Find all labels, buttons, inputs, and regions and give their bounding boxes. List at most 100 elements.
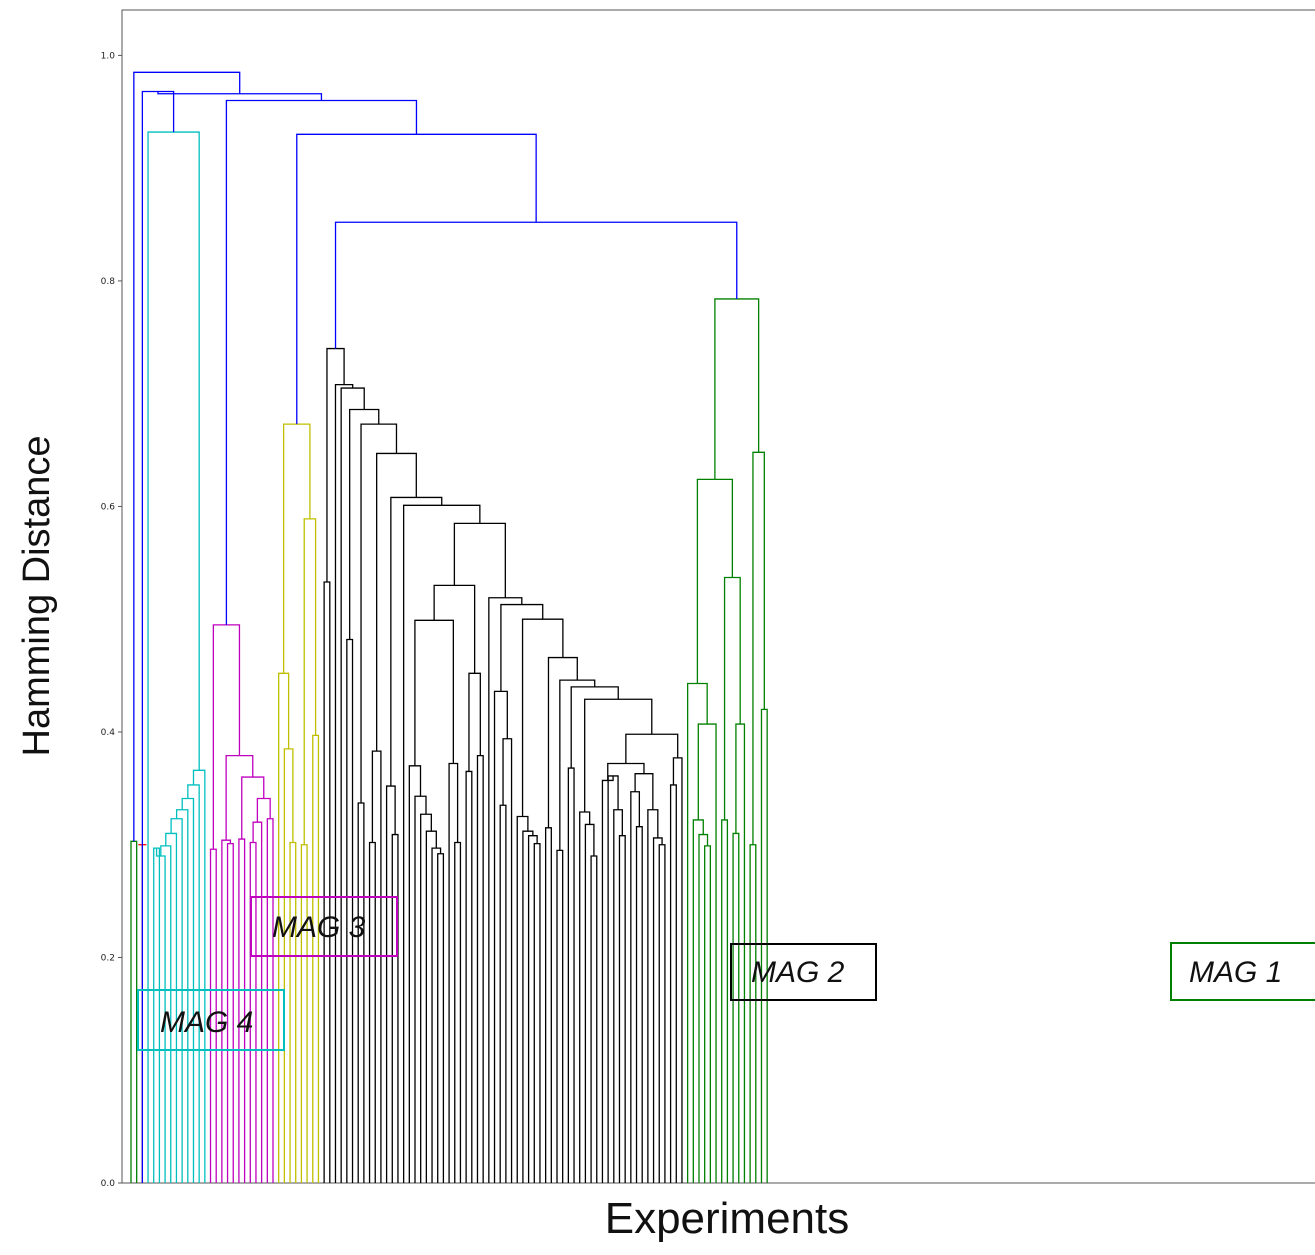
y-tick-label: 0.0	[101, 1179, 116, 1189]
dendrogram-link	[249, 841, 257, 1183]
dendrogram-link	[704, 845, 712, 1183]
dendrogram-link	[721, 819, 729, 1183]
y-tick-label: 1.0	[101, 51, 116, 61]
dendrogram-link	[303, 518, 317, 845]
cluster-label: MAG 2	[751, 956, 845, 989]
dendrogram-link	[697, 723, 717, 1183]
cluster-label: MAG 1	[1189, 956, 1282, 989]
dendrogram-link	[433, 584, 476, 674]
dendrogram-link-root	[133, 71, 241, 842]
dendrogram-link	[522, 830, 534, 1183]
dendrogram-link	[607, 762, 645, 781]
cluster-label-box	[250, 896, 398, 957]
dendrogram-link	[376, 452, 417, 752]
dendrogram-link	[533, 842, 541, 1183]
dendrogram-link	[567, 767, 575, 1183]
dendrogram-link	[556, 849, 564, 1183]
dendrogram-link	[225, 754, 254, 841]
dendrogram-link	[368, 841, 376, 1183]
dendrogram-link	[385, 785, 396, 1183]
dendrogram-link	[601, 775, 614, 1183]
dendrogram-link	[696, 478, 734, 684]
dendrogram-link	[153, 847, 161, 1183]
dendrogram-link	[346, 638, 354, 1183]
dendrogram-link	[584, 823, 595, 1183]
y-tick-label: 0.2	[101, 953, 115, 963]
cluster-label: MAG 4	[160, 1006, 253, 1039]
dendrogram-link	[437, 853, 445, 1183]
dendrogram-link	[468, 672, 481, 772]
cluster-annotations: MAG 3 MAG 4 MAG 2 MAG 1	[137, 896, 1315, 1051]
dendrogram-link	[414, 619, 454, 766]
dendrogram-link	[221, 839, 232, 1183]
dendrogram-link	[283, 748, 294, 1183]
cluster-label-box	[137, 989, 285, 1051]
dendrogram-link	[266, 818, 274, 1183]
dendrogram-link	[732, 832, 740, 1183]
dendrogram-link	[465, 770, 473, 1183]
dendrogram-link	[613, 809, 623, 1183]
dendrogram-link	[431, 847, 442, 1183]
dendrogram-link	[454, 841, 462, 1183]
dendrogram-link	[607, 775, 619, 1183]
dendrogram-link	[312, 734, 320, 1183]
dendrogram-link	[647, 809, 659, 1183]
dendrogram-link	[590, 855, 598, 1183]
cluster-label: MAG 3	[272, 911, 366, 944]
dendrogram-link	[669, 784, 677, 1183]
dendrogram-link	[300, 844, 308, 1183]
dendrogram-link	[658, 844, 666, 1183]
dendrogram-link	[147, 131, 200, 1183]
dendrogram-link	[723, 576, 741, 820]
dendrogram-link-root	[296, 133, 537, 425]
y-tick-label: 0.8	[101, 277, 116, 287]
dendrogram-links	[130, 71, 768, 1183]
dendrogram-link	[252, 821, 263, 1183]
dendrogram-link	[160, 845, 172, 1183]
dendrogram-link	[579, 811, 591, 1183]
y-axis-label: Hamming Distance	[16, 436, 58, 757]
dendrogram-link	[635, 826, 643, 1183]
dendrogram-link	[735, 723, 746, 1183]
dendrogram-link	[698, 833, 709, 1183]
dendrogram-link-root	[334, 221, 738, 349]
dendrogram-link	[323, 581, 331, 1183]
dendrogram-link	[521, 618, 564, 817]
dendrogram-link	[584, 698, 653, 813]
dendrogram-link	[453, 522, 506, 598]
dendrogram-link	[420, 813, 432, 1183]
dendrogram-link	[672, 757, 683, 1183]
dendrogram-link	[488, 597, 523, 1183]
y-tick-label: 0.4	[101, 728, 116, 738]
dendrogram-link	[130, 840, 138, 1183]
dendrogram-link	[714, 298, 760, 480]
cluster-label-box	[730, 943, 877, 1001]
dendrogram-link	[749, 844, 757, 1183]
dendrogram-link	[476, 754, 484, 1183]
dendrogram-link	[544, 827, 552, 1183]
dendrogram-link	[625, 733, 679, 764]
dendrogram-link	[502, 738, 513, 1183]
dendrogram-link	[391, 833, 399, 1183]
dendrogram-link	[425, 830, 437, 1183]
y-tick-label: 0.6	[101, 502, 116, 512]
dendrogram-link	[547, 656, 578, 828]
dendrogram-link	[289, 841, 297, 1183]
y-axis-ticks: 0.0 0.2 0.4 0.6 0.8 1.0	[101, 51, 122, 1189]
dendrogram-link	[278, 672, 290, 1183]
dendrogram-link	[630, 791, 641, 1183]
dendrogram-link	[499, 804, 507, 1183]
dendrogram-link	[500, 603, 544, 692]
dendrogram-link	[692, 819, 704, 1183]
dendrogram-link	[349, 408, 380, 640]
dendrogram-link	[618, 835, 626, 1183]
dendrogram-link	[760, 708, 768, 1183]
dendrogram-link	[752, 451, 765, 845]
dendrogram-link	[283, 423, 311, 674]
dendrogram-link	[448, 762, 459, 1183]
dendrogram-link	[652, 837, 663, 1183]
dendrogram-link	[357, 802, 365, 1183]
cluster-label-box	[1170, 942, 1315, 1001]
x-axis-label: Experiments	[605, 1194, 850, 1243]
